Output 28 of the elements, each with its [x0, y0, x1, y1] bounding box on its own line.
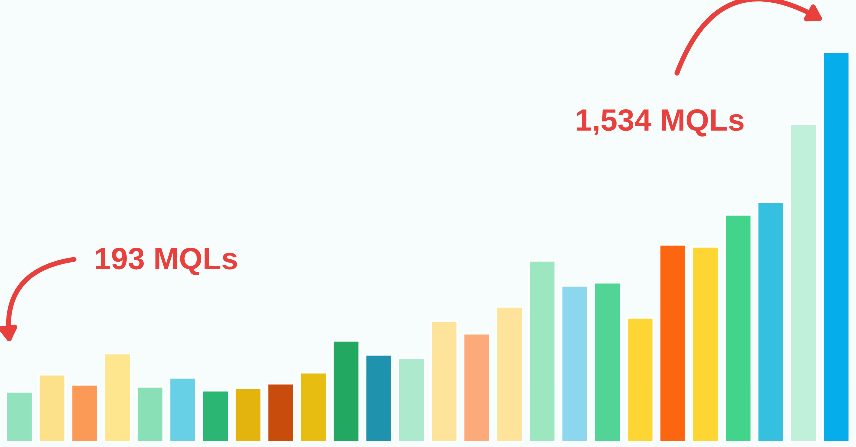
bar [496, 306, 524, 442]
bar [724, 214, 752, 442]
bar [169, 377, 197, 442]
bar [202, 390, 230, 442]
bar [234, 388, 262, 442]
bar [136, 386, 164, 442]
bar [626, 317, 654, 442]
bar [71, 384, 99, 442]
bar [300, 372, 328, 442]
bar [822, 52, 850, 442]
bar [692, 246, 720, 442]
bar [790, 124, 818, 442]
annotation: 1,534 MQLs [577, 109, 744, 137]
annotation: 193 MQLs [96, 248, 238, 276]
bar [398, 358, 426, 442]
bar [561, 285, 589, 442]
bar [332, 340, 360, 442]
bar [430, 320, 458, 442]
bar [365, 354, 393, 442]
bar [594, 282, 622, 442]
bar [38, 374, 66, 442]
bar [104, 353, 132, 442]
bar [463, 333, 491, 442]
bar [6, 391, 34, 442]
bar [528, 260, 556, 442]
bar [757, 202, 785, 442]
bar [659, 244, 687, 442]
bar [267, 383, 295, 442]
